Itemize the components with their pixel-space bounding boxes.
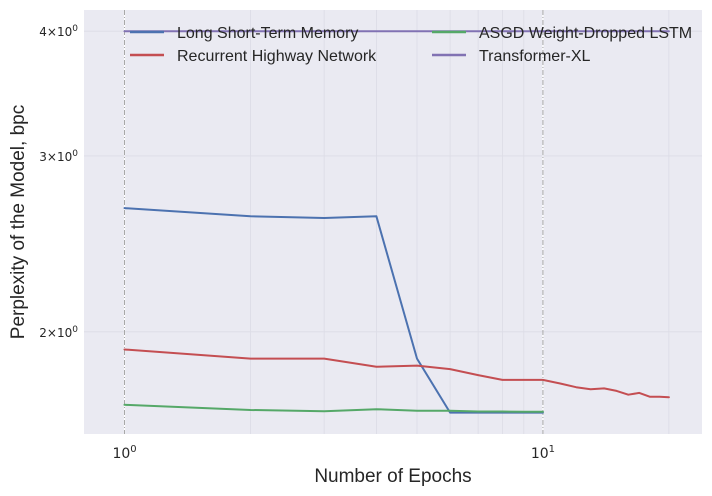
- y-tick-labels: 2×100 3×100 4×100: [39, 24, 78, 340]
- legend-item: Recurrent Highway Network: [130, 48, 377, 65]
- series-line: [123, 348, 670, 399]
- y-tick-label: 3×100: [39, 149, 78, 164]
- series-line: [123, 403, 544, 413]
- plot-area: [84, 10, 702, 434]
- x-tick-label: 101: [531, 444, 555, 462]
- legend-label: Recurrent Highway Network: [177, 48, 377, 65]
- x-axis-label: Number of Epochs: [314, 466, 471, 487]
- y-axis-label: Perplexity of the Model, bpc: [8, 105, 29, 339]
- legend-label: Long Short-Term Memory: [177, 25, 358, 42]
- series-lines: [123, 30, 670, 414]
- legend-item: ASGD Weight-Dropped LSTM: [432, 25, 692, 42]
- x-tick-labels: 100 101: [112, 444, 555, 462]
- legend-label: ASGD Weight-Dropped LSTM: [479, 25, 692, 42]
- legend-label: Transformer-XL: [479, 48, 591, 65]
- legend-item: Transformer-XL: [432, 48, 591, 65]
- reference-lines: [124, 10, 544, 434]
- y-tick-label: 2×100: [39, 325, 78, 340]
- legend: Long Short-Term Memory ASGD Weight-Droppe…: [130, 25, 692, 65]
- legend-item: Long Short-Term Memory: [130, 25, 358, 42]
- x-tick-label: 100: [112, 444, 136, 462]
- y-tick-label: 4×100: [39, 24, 78, 39]
